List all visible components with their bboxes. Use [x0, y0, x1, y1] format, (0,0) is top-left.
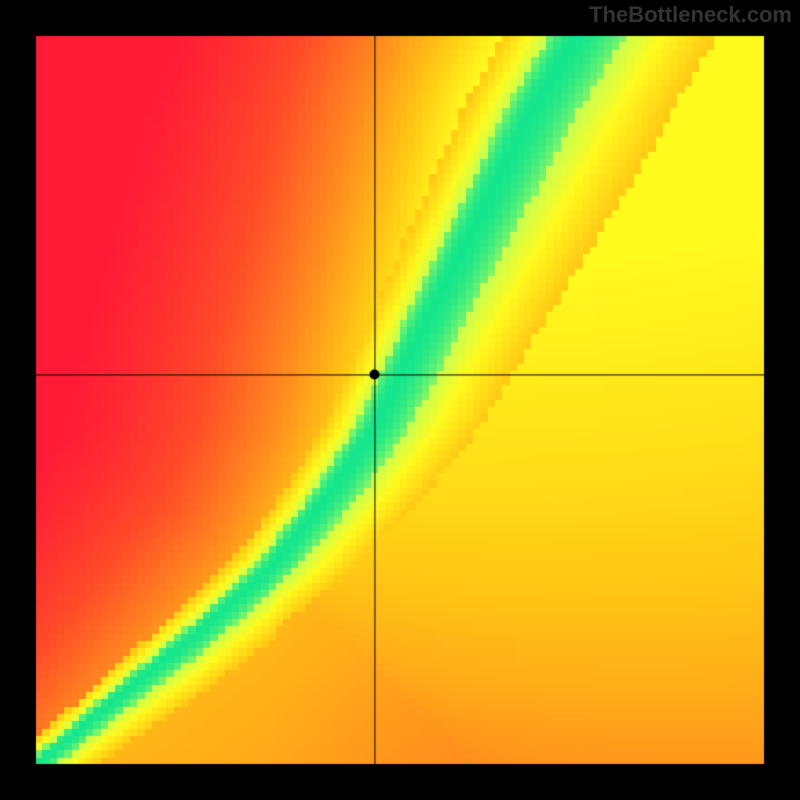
bottleneck-heatmap: [0, 0, 800, 800]
chart-container: TheBottleneck.com: [0, 0, 800, 800]
watermark-text: TheBottleneck.com: [589, 2, 792, 28]
